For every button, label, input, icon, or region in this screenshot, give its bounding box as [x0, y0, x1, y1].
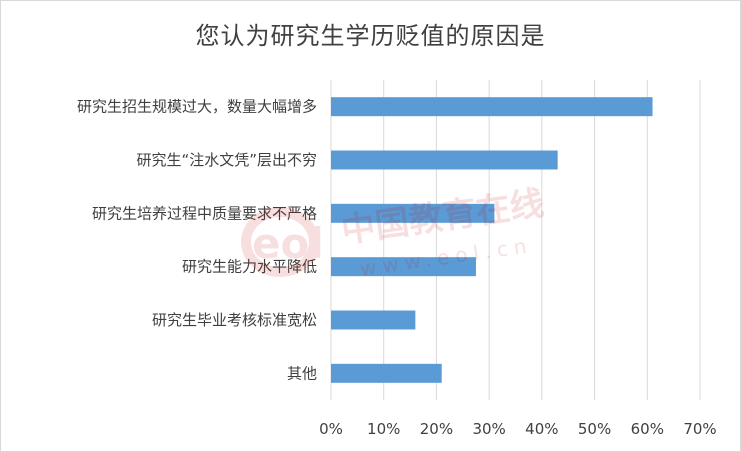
x-tick-label: 60% [631, 420, 664, 438]
x-tick-label: 0% [319, 420, 343, 438]
x-tick-label: 50% [578, 420, 611, 438]
x-tick-label: 20% [420, 420, 453, 438]
bar [331, 363, 442, 383]
category-label: 研究生招生规模过大，数量大幅增多 [77, 98, 317, 116]
category-label: 研究生培养过程中质量要求不严格 [92, 204, 317, 222]
bars [331, 97, 653, 383]
x-tick-label: 40% [525, 420, 558, 438]
x-tick-label: 70% [683, 420, 716, 438]
bar [331, 150, 558, 170]
bar [331, 310, 416, 330]
category-label: 其他 [287, 364, 317, 382]
category-label: 研究生毕业考核标准宽松 [152, 311, 317, 329]
bar [331, 97, 653, 117]
x-axis-tick-labels: 0% 10% 20% 30% 40% 50% 60% 70% [319, 420, 717, 438]
bar [331, 257, 476, 277]
bar [331, 203, 495, 223]
category-labels: 研究生招生规模过大，数量大幅增多研究生“注水文凭”层出不穷研究生培养过程中质量要… [77, 98, 317, 383]
x-tick-label: 30% [472, 420, 505, 438]
chart-title: 您认为研究生学历贬值的原因是 [195, 22, 546, 50]
category-label: 研究生能力水平降低 [182, 258, 317, 276]
gridlines [330, 80, 701, 400]
category-label: 研究生“注水文凭”层出不穷 [136, 151, 317, 169]
x-tick-label: 10% [367, 420, 400, 438]
